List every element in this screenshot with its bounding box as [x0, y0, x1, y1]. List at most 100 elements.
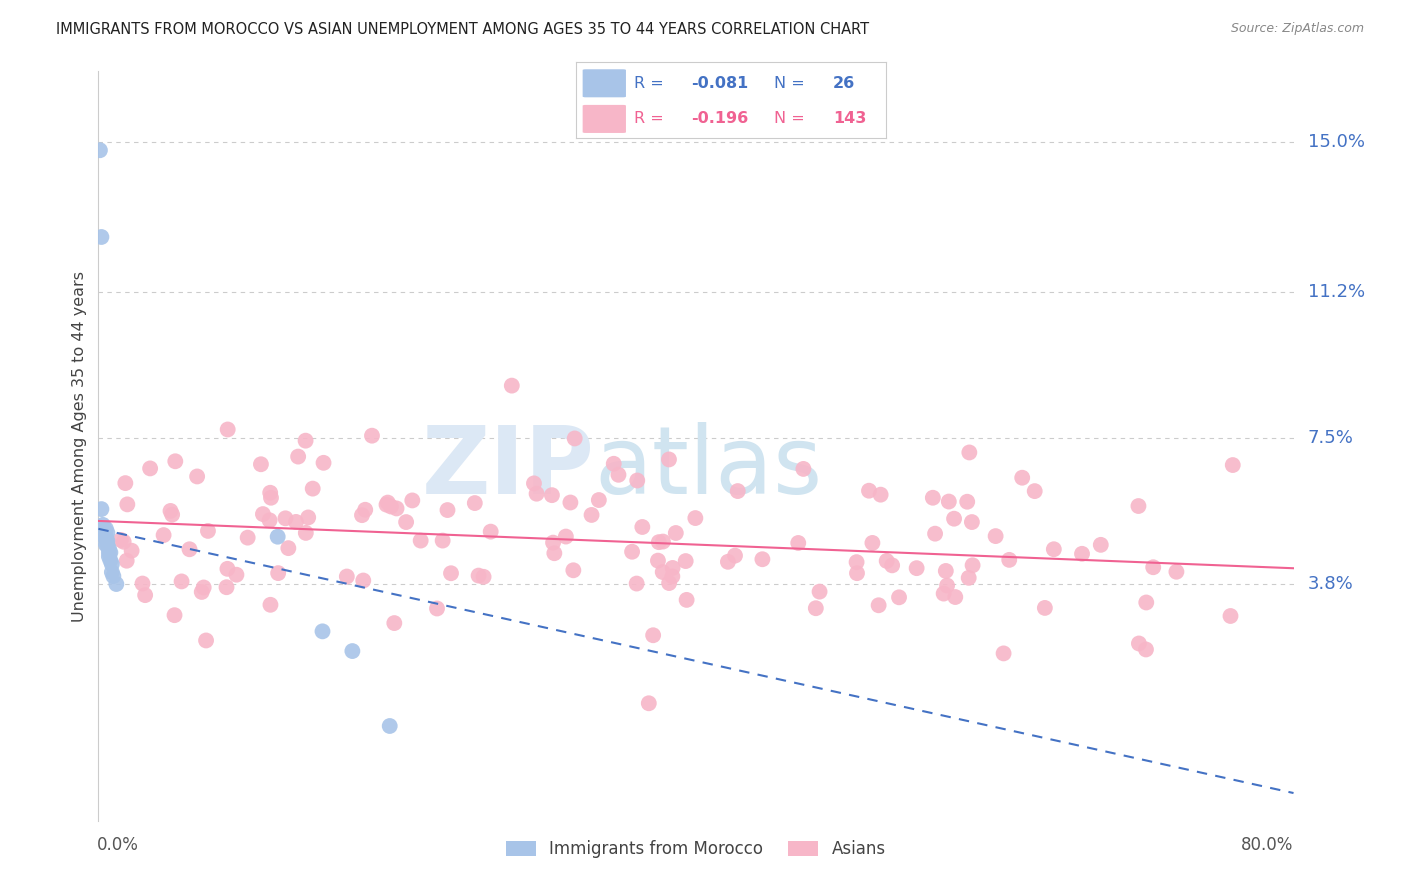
Point [1128, 499, 1150, 513]
Point [727, 484, 749, 499]
Text: N =: N = [775, 76, 810, 91]
Point [1090, 538, 1112, 552]
Text: N =: N = [775, 111, 810, 126]
Point [121, 543, 143, 558]
Text: 11.2%: 11.2% [1308, 283, 1365, 301]
Point [661, 561, 683, 575]
Point [101, 558, 124, 572]
Y-axis label: Unemployment Among Ages 35 to 44 years: Unemployment Among Ages 35 to 44 years [72, 270, 87, 622]
Point [436, 503, 458, 517]
Point [179, 542, 201, 557]
Point [103, 569, 125, 583]
Point [311, 624, 333, 639]
Point [409, 533, 432, 548]
Point [665, 526, 688, 541]
Point [869, 488, 891, 502]
Point [259, 598, 281, 612]
Point [217, 422, 239, 436]
Point [501, 378, 523, 392]
Text: 0.0%: 0.0% [97, 837, 139, 855]
Point [1166, 565, 1188, 579]
Point [479, 524, 502, 539]
Point [932, 586, 955, 600]
Point [984, 529, 1007, 543]
Point [603, 457, 626, 471]
Point [131, 576, 153, 591]
Point [661, 569, 683, 583]
Point [626, 474, 648, 488]
Point [962, 558, 984, 573]
Point [658, 576, 681, 591]
Point [647, 554, 669, 568]
Point [1128, 636, 1150, 650]
Point [112, 534, 135, 549]
Text: R =: R = [634, 76, 669, 91]
Point [846, 566, 869, 581]
Point [259, 513, 281, 527]
Point [921, 491, 943, 505]
Point [277, 541, 299, 555]
Point [675, 554, 697, 568]
Point [97, 545, 120, 559]
Point [195, 633, 218, 648]
Point [440, 566, 463, 581]
Legend: Immigrants from Morocco, Asians: Immigrants from Morocco, Asians [499, 833, 893, 864]
Point [588, 493, 610, 508]
Point [186, 469, 208, 483]
Point [467, 568, 489, 582]
Point [905, 561, 928, 575]
Point [808, 584, 831, 599]
FancyBboxPatch shape [582, 70, 626, 97]
Point [845, 555, 868, 569]
Point [804, 601, 827, 615]
Point [395, 515, 418, 529]
Point [1024, 484, 1046, 499]
Point [160, 508, 183, 522]
Point [250, 457, 273, 471]
Point [382, 616, 405, 631]
Text: Source: ZipAtlas.com: Source: ZipAtlas.com [1230, 22, 1364, 36]
Point [96, 533, 118, 548]
Point [956, 494, 979, 508]
Point [1011, 471, 1033, 485]
Point [285, 515, 308, 529]
Point [526, 486, 548, 500]
Point [260, 491, 283, 505]
Point [380, 500, 402, 514]
Point [96, 525, 118, 540]
Point [93, 530, 115, 544]
Point [91, 522, 114, 536]
Point [110, 533, 132, 547]
Point [267, 566, 290, 581]
Point [225, 567, 247, 582]
Point [91, 517, 114, 532]
Text: 80.0%: 80.0% [1241, 837, 1294, 855]
Point [621, 545, 644, 559]
Text: IMMIGRANTS FROM MOROCCO VS ASIAN UNEMPLOYMENT AMONG AGES 35 TO 44 YEARS CORRELAT: IMMIGRANTS FROM MOROCCO VS ASIAN UNEMPLO… [56, 22, 869, 37]
Text: 143: 143 [834, 111, 866, 126]
Point [94, 530, 117, 544]
Point [163, 608, 186, 623]
Point [675, 593, 697, 607]
Text: -0.081: -0.081 [690, 76, 748, 91]
Point [385, 501, 408, 516]
Point [643, 628, 665, 642]
Point [924, 526, 946, 541]
Point [96, 538, 118, 552]
Point [541, 488, 564, 502]
Point [936, 578, 959, 592]
Text: 7.5%: 7.5% [1308, 429, 1354, 447]
Point [960, 515, 983, 529]
Point [560, 495, 582, 509]
Point [717, 555, 740, 569]
Point [90, 502, 112, 516]
Point [295, 525, 318, 540]
Point [378, 719, 401, 733]
Point [197, 524, 219, 538]
Point [426, 601, 449, 615]
Point [792, 462, 814, 476]
Text: R =: R = [634, 111, 669, 126]
Point [101, 565, 124, 579]
Point [648, 535, 671, 549]
Point [1219, 609, 1241, 624]
